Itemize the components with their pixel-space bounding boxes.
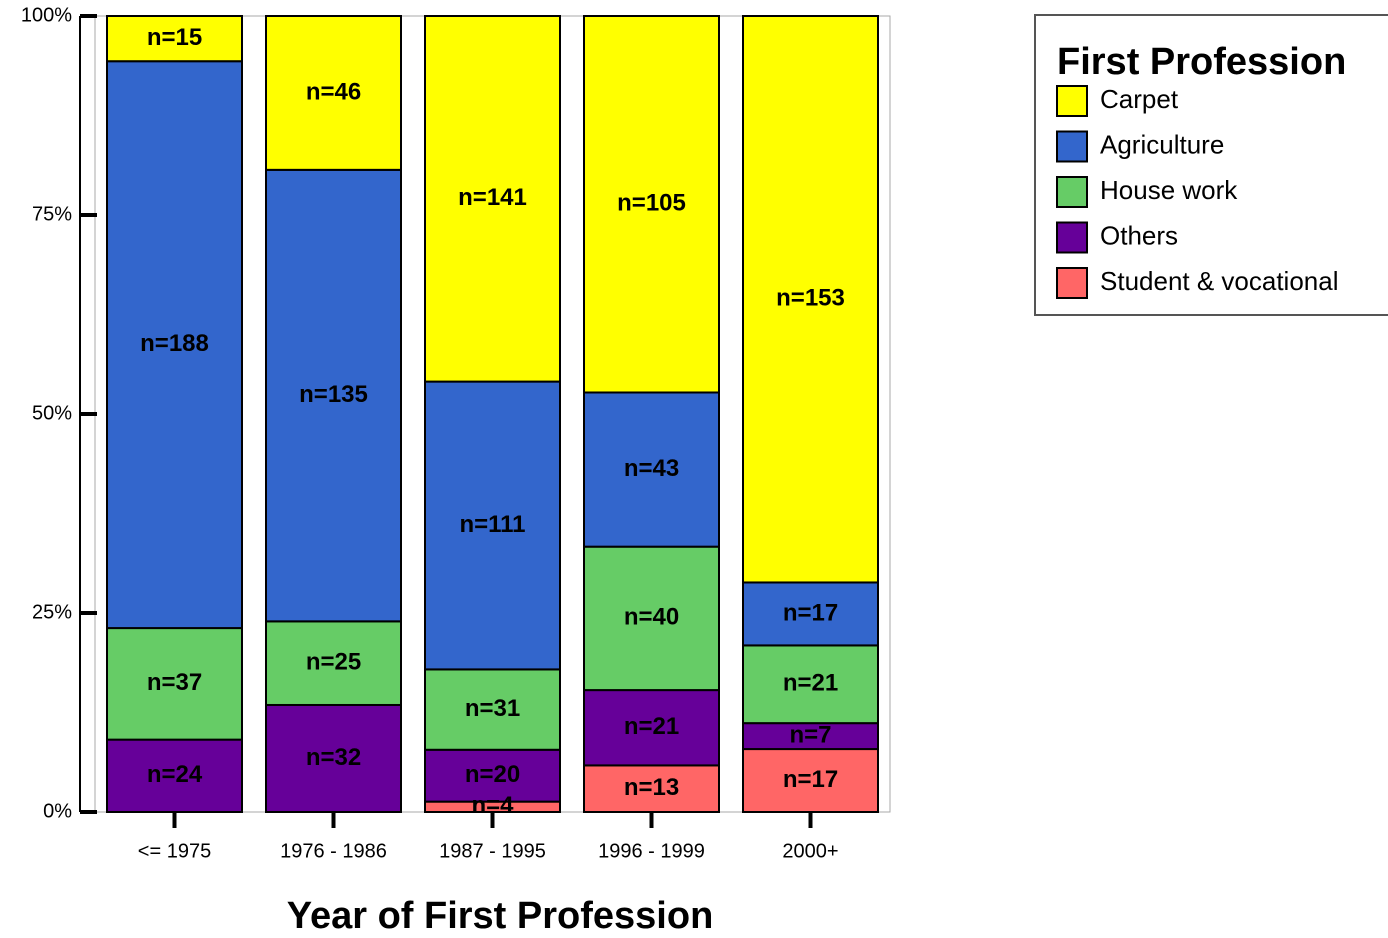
bar-segment [742,722,879,751]
value-label: n=25 [306,649,361,676]
bar-segment [424,380,561,671]
value-label: n=24 [147,761,203,788]
legend-label: Student & vocational [1100,266,1339,296]
value-label: n=43 [624,455,679,482]
value-label: n=105 [617,190,686,217]
x-axis-title: Year of First Profession [287,895,714,937]
value-label: n=17 [783,599,838,626]
x-tick-label: 1996 - 1999 [598,840,705,862]
value-label: n=21 [624,713,679,740]
bar-segment [106,60,243,630]
bar-segment [106,627,243,741]
legend-label: Carpet [1100,84,1179,114]
bar-segment [583,545,720,692]
y-tick-label: 25% [32,601,72,623]
legend-label: House work [1100,175,1238,205]
value-label: n=37 [147,669,202,696]
y-tick-label: 0% [43,800,72,822]
bar-segment [265,168,402,623]
bar-segment [742,644,879,725]
bar-segment [583,391,720,548]
bar-segment [424,668,561,751]
x-tick-label: 1987 - 1995 [439,840,546,862]
y-tick-label: 100% [21,4,72,26]
value-label: n=21 [783,670,838,697]
value-label: n=4 [471,792,514,819]
legend-label: Agriculture [1100,129,1224,159]
bar-segment [424,748,561,803]
bar-segment [106,15,243,63]
value-label: n=188 [140,330,209,357]
legend-swatch [1056,221,1088,254]
bar-segment [424,15,561,383]
bar-segment [742,15,879,584]
value-label: n=13 [624,774,679,801]
value-label: n=111 [459,511,525,538]
legend-title: First Profession [1057,41,1346,83]
bar-segment [583,689,720,767]
value-label: n=40 [624,604,679,631]
value-label: n=31 [465,695,520,722]
value-label: n=20 [465,761,520,788]
bar-segment [583,15,720,394]
legend-label: Others [1100,220,1178,250]
legend-swatch [1056,267,1088,299]
bar-segment [742,748,879,814]
legend-box [1034,14,1388,316]
x-tick-label: 2000+ [782,840,838,862]
legend-swatch [1056,85,1088,117]
bar-segment [583,764,720,814]
value-label: n=17 [783,766,838,793]
value-label: n=135 [299,381,368,408]
legend-swatch [1056,176,1088,208]
y-tick-label: 50% [32,402,72,424]
y-tick-label: 75% [32,203,72,225]
value-label: n=32 [306,744,361,771]
value-label: n=15 [147,24,202,51]
legend-swatch [1056,130,1088,163]
x-tick-label: 1976 - 1986 [280,840,387,862]
bar-segment [265,703,402,813]
value-label: n=153 [776,285,845,312]
value-label: n=141 [458,184,527,211]
bar-segment [265,15,402,171]
value-label: n=7 [789,721,831,748]
bar-segment [106,738,243,813]
x-tick-label: <= 1975 [138,840,211,862]
value-label: n=46 [306,78,361,105]
